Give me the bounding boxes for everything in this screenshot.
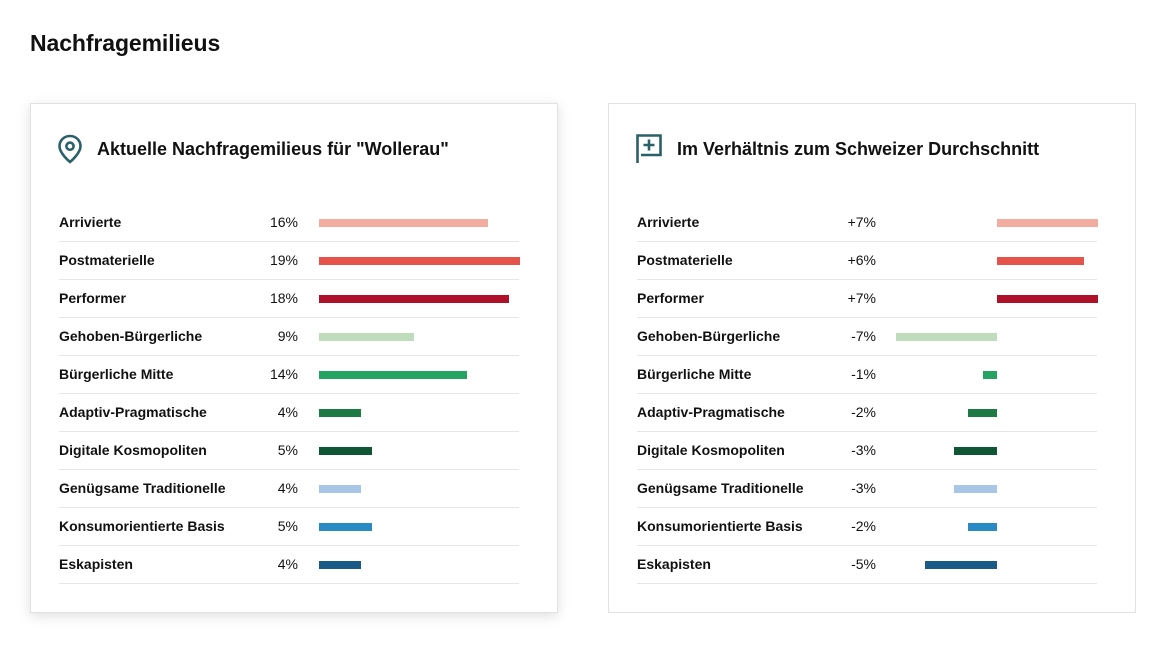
value-label: 5% (277, 442, 298, 458)
bar (319, 219, 488, 227)
page-title: Nachfragemilieus (30, 30, 221, 56)
category-label: Arrivierte (59, 214, 122, 230)
chart-row: Genügsame Traditionelle 4% (59, 470, 519, 508)
category-label: Postmaterielle (59, 252, 155, 268)
chart-row: Adaptiv-Pragmatische -2% (637, 394, 1097, 432)
category-label: Adaptiv-Pragmatische (637, 404, 785, 420)
category-label: Performer (637, 290, 704, 306)
value-label: 4% (277, 480, 298, 496)
card-header: Im Verhältnis zum Schweizer Durchschnitt (635, 132, 1039, 166)
bar (997, 295, 1098, 303)
chart-row: Digitale Kosmopoliten -3% (637, 432, 1097, 470)
chart-row: Eskapisten 4% (59, 546, 519, 584)
bar (896, 333, 997, 341)
bar (954, 447, 997, 455)
category-label: Arrivierte (637, 214, 700, 230)
bar (983, 371, 997, 379)
bar (319, 371, 467, 379)
chart-row: Gehoben-Bürgerliche -7% (637, 318, 1097, 356)
category-label: Eskapisten (59, 556, 133, 572)
chart-row: Genügsame Traditionelle -3% (637, 470, 1097, 508)
chart-row: Postmaterielle +6% (637, 242, 1097, 280)
value-label: +7% (847, 290, 876, 306)
card-title: Im Verhältnis zum Schweizer Durchschnitt (677, 138, 1040, 159)
card-title: Aktuelle Nachfragemilieus für "Wollerau" (97, 138, 449, 159)
value-label: +7% (847, 214, 876, 230)
chart-row: Konsumorientierte Basis 5% (59, 508, 519, 546)
value-label: 5% (277, 518, 298, 534)
value-label: 4% (277, 556, 298, 572)
chart-row: Arrivierte 16% (59, 204, 519, 242)
chart-row: Arrivierte +7% (637, 204, 1098, 242)
category-label: Eskapisten (637, 556, 711, 572)
category-label: Konsumorientierte Basis (59, 518, 225, 534)
category-label: Gehoben-Bürgerliche (59, 328, 203, 344)
bar (319, 523, 372, 531)
value-label: -2% (851, 404, 876, 420)
milieu-diff-bar-chart: Arrivierte +7% Postmaterielle +6% Performer +… (637, 204, 1098, 584)
bar (968, 523, 997, 531)
value-label: 14% (269, 366, 298, 382)
category-label: Digitale Kosmopoliten (59, 442, 207, 458)
bar (997, 219, 1098, 227)
bar (319, 409, 361, 417)
value-label: 19% (269, 252, 298, 268)
category-label: Bürgerliche Mitte (59, 366, 174, 382)
chart-row: Eskapisten -5% (637, 546, 1097, 584)
value-label: -5% (851, 556, 876, 572)
milieu-bar-chart: Arrivierte 16% Postmaterielle 19% Performer 1… (59, 204, 520, 584)
category-label: Gehoben-Bürgerliche (637, 328, 781, 344)
value-label: 9% (277, 328, 298, 344)
value-label: -3% (851, 442, 876, 458)
category-label: Digitale Kosmopoliten (637, 442, 785, 458)
chart-row: Performer 18% (59, 280, 519, 318)
value-label: 4% (277, 404, 298, 420)
chart-row: Bürgerliche Mitte -1% (637, 356, 1097, 394)
value-label: 18% (269, 290, 298, 306)
value-label: -2% (851, 518, 876, 534)
chart-row: Postmaterielle 19% (59, 242, 520, 280)
current-milieus-card: Aktuelle Nachfragemilieus für "Wollerau"… (30, 103, 558, 613)
card-header: Aktuelle Nachfragemilieus für "Wollerau" (57, 132, 449, 166)
category-label: Adaptiv-Pragmatische (59, 404, 207, 420)
bar (319, 561, 361, 569)
value-label: -1% (851, 366, 876, 382)
category-label: Konsumorientierte Basis (637, 518, 803, 534)
bar (925, 561, 997, 569)
value-label: -3% (851, 480, 876, 496)
bar (319, 485, 361, 493)
chart-row: Performer +7% (637, 280, 1098, 318)
category-label: Performer (59, 290, 126, 306)
category-label: Postmaterielle (637, 252, 733, 268)
bar (319, 333, 414, 341)
chart-row: Bürgerliche Mitte 14% (59, 356, 519, 394)
relative-milieus-card: Im Verhältnis zum Schweizer Durchschnitt… (608, 103, 1136, 613)
location-pin-icon (57, 134, 83, 164)
value-label: 16% (269, 214, 298, 230)
chart-row: Gehoben-Bürgerliche 9% (59, 318, 519, 356)
bar (997, 257, 1084, 265)
chart-row: Adaptiv-Pragmatische 4% (59, 394, 519, 432)
bar (954, 485, 997, 493)
value-label: -7% (851, 328, 876, 344)
chart-row: Konsumorientierte Basis -2% (637, 508, 1097, 546)
category-label: Genügsame Traditionelle (637, 480, 804, 496)
bar (968, 409, 997, 417)
flag-plus-icon (635, 133, 663, 165)
chart-row: Digitale Kosmopoliten 5% (59, 432, 519, 470)
bar (319, 257, 520, 265)
value-label: +6% (847, 252, 876, 268)
category-label: Genügsame Traditionelle (59, 480, 226, 496)
category-label: Bürgerliche Mitte (637, 366, 752, 382)
bar (319, 447, 372, 455)
bar (319, 295, 509, 303)
